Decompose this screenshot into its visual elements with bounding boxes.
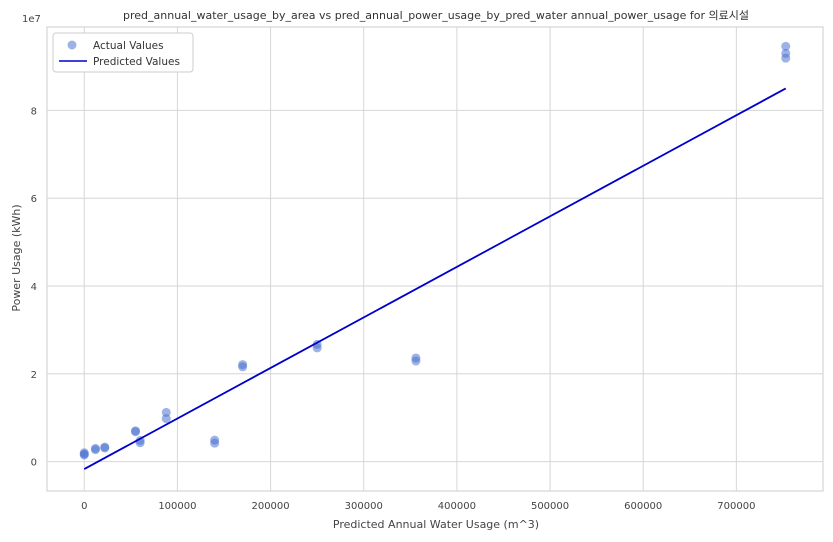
x-tick-label: 700000 xyxy=(717,501,755,512)
y-tick-label: 4 xyxy=(31,282,37,293)
data-point xyxy=(210,438,220,448)
tick-labels: 0 100000 200000 300000 400000 500000 600000 700… xyxy=(31,106,756,512)
legend-box xyxy=(52,32,194,73)
series-layer xyxy=(79,41,791,470)
y-tick-label: 6 xyxy=(31,194,37,205)
y-tick-label: 0 xyxy=(31,458,37,469)
x-tick-label: 0 xyxy=(81,501,87,512)
y-tick-label: 8 xyxy=(31,106,37,117)
x-axis-title: Predicted Annual Water Usage (m^3) xyxy=(333,518,539,531)
data-point xyxy=(781,41,791,51)
x-tick-label: 600000 xyxy=(624,501,662,512)
data-point xyxy=(312,343,322,353)
x-tick-label: 500000 xyxy=(531,501,569,512)
x-tick-label: 200000 xyxy=(251,501,289,512)
data-point xyxy=(411,356,421,366)
data-point xyxy=(90,445,100,455)
data-point xyxy=(130,427,140,437)
legend-label-actual: Actual Values xyxy=(93,40,164,52)
data-point xyxy=(781,53,791,63)
plot-area xyxy=(46,26,824,492)
data-point xyxy=(79,450,89,460)
legend-label-predicted: Predicted Values xyxy=(93,56,180,68)
data-point xyxy=(100,443,110,453)
x-tick-label: 300000 xyxy=(345,501,383,512)
gridlines xyxy=(47,27,823,491)
chart-title: pred_annual_water_usage_by_area vs pred_… xyxy=(123,9,749,22)
data-point xyxy=(161,414,171,424)
y-axis-title: Power Usage (kWh) xyxy=(10,204,23,311)
y-offset-label: 1e7 xyxy=(22,14,41,25)
predicted-line xyxy=(83,87,787,470)
data-point xyxy=(238,362,248,372)
legend: Actual Values Predicted Values xyxy=(52,32,194,73)
legend-marker-actual xyxy=(67,40,77,50)
x-tick-label: 400000 xyxy=(438,501,476,512)
x-tick-label: 100000 xyxy=(158,501,196,512)
y-tick-label: 2 xyxy=(31,370,37,381)
